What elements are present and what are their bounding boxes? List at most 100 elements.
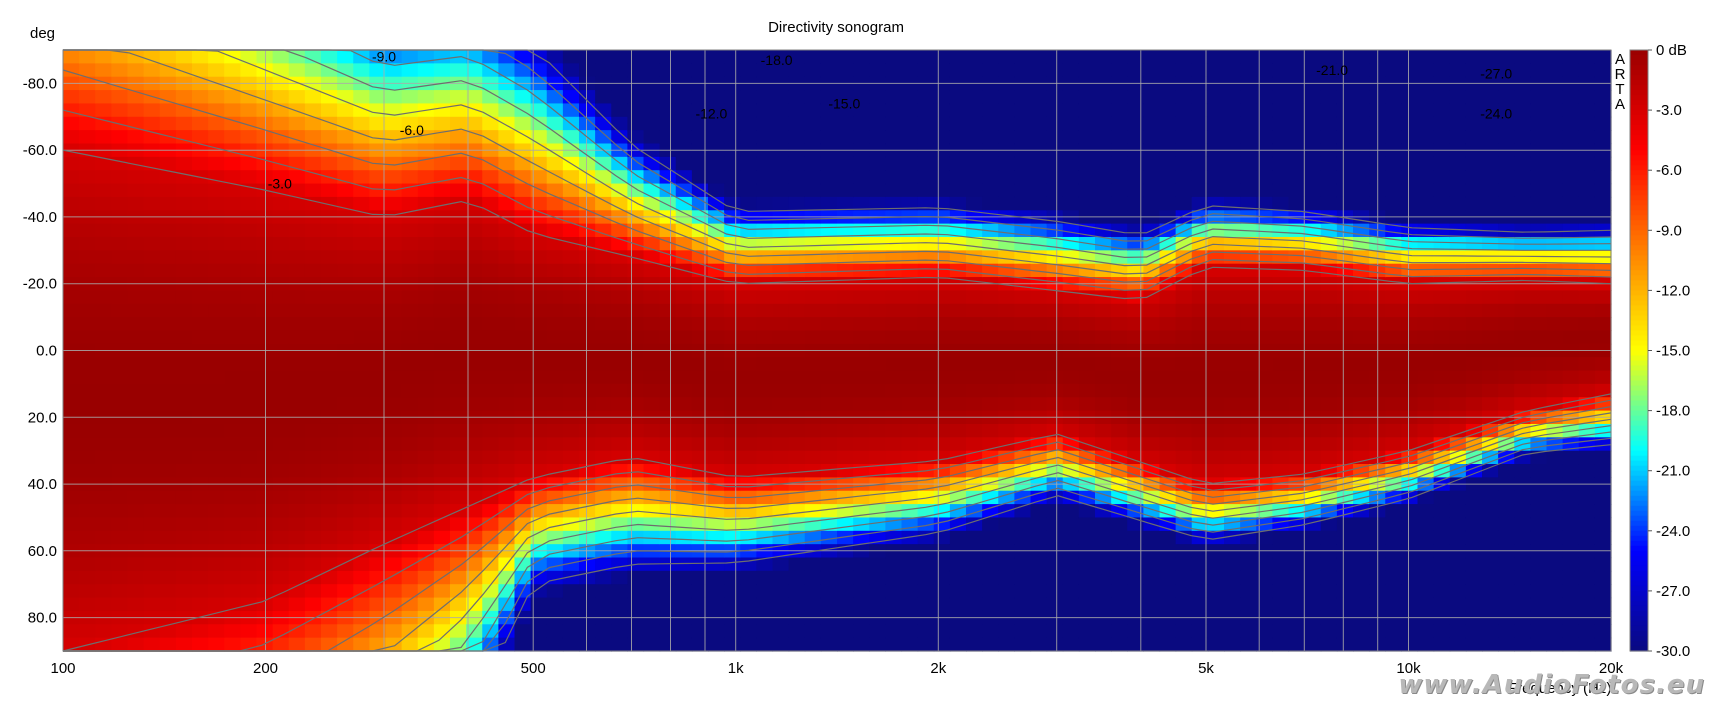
heatmap-cell — [466, 90, 483, 105]
heatmap-cell — [514, 90, 532, 105]
heatmap-cell — [256, 437, 274, 452]
heatmap-cell — [240, 437, 258, 452]
heatmap-cell — [1111, 637, 1128, 652]
heatmap-cell — [1417, 423, 1435, 438]
heatmap-cell — [272, 116, 290, 131]
heatmap-cell — [192, 223, 209, 238]
heatmap-cell — [1562, 530, 1580, 545]
colorbar-segment — [1630, 360, 1648, 367]
heatmap-cell — [127, 584, 145, 599]
colorbar-segment — [1630, 350, 1648, 357]
heatmap-cell — [869, 423, 886, 438]
heatmap-cell — [1030, 90, 1048, 105]
heatmap-cell — [417, 597, 435, 612]
heatmap-cell — [788, 116, 806, 131]
heatmap-cell — [208, 597, 225, 612]
heatmap-cell — [1562, 370, 1580, 385]
heatmap-cell — [1449, 357, 1467, 372]
heatmap-cell — [885, 317, 903, 332]
heatmap-cell — [1207, 397, 1225, 412]
heatmap-cell — [788, 423, 806, 438]
heatmap-cell — [159, 584, 177, 599]
colorbar-segment — [1630, 615, 1648, 622]
colorbar-segment — [1630, 415, 1648, 422]
heatmap-cell — [1320, 170, 1338, 185]
heatmap-cell — [127, 397, 145, 412]
heatmap-cell — [1578, 183, 1596, 198]
heatmap-cell — [611, 330, 628, 345]
heatmap-cell — [385, 357, 403, 372]
contour-line — [63, 49, 1612, 275]
heatmap-cell — [272, 397, 290, 412]
heatmap-cell — [1449, 397, 1467, 412]
heatmap-cell — [756, 597, 774, 612]
heatmap-cell — [1562, 464, 1580, 478]
heatmap-cell — [530, 236, 548, 251]
heatmap-cell — [820, 357, 838, 372]
heatmap-cell — [482, 584, 499, 599]
colorbar-segment — [1630, 195, 1648, 201]
heatmap-cell — [514, 263, 532, 278]
heatmap-cell — [288, 303, 306, 318]
heatmap-cell — [562, 637, 580, 652]
heatmap-cell — [643, 437, 661, 452]
heatmap-cell — [1078, 130, 1096, 145]
heatmap-cell — [1078, 597, 1096, 612]
heatmap-cell — [933, 263, 951, 278]
heatmap-cell — [304, 530, 322, 545]
heatmap-cell — [659, 303, 677, 318]
heatmap-cell — [1498, 263, 1515, 278]
heatmap-cell — [1078, 490, 1096, 505]
heatmap-cell — [1530, 370, 1548, 385]
heatmap-cell — [143, 63, 161, 78]
heatmap-cell — [869, 624, 886, 639]
heatmap-cell — [450, 584, 467, 599]
heatmap-cell — [208, 557, 225, 572]
heatmap-cell — [998, 90, 1015, 105]
heatmap-cell — [659, 637, 677, 652]
heatmap-cell — [1433, 156, 1451, 171]
heatmap-cell — [192, 263, 209, 278]
heatmap-cell — [1562, 584, 1580, 599]
heatmap-cell — [546, 464, 564, 478]
heatmap-cell — [595, 63, 612, 78]
heatmap-cell — [482, 290, 499, 305]
heatmap-cell — [901, 170, 919, 185]
heatmap-cell — [1530, 383, 1548, 398]
heatmap-cell — [837, 530, 854, 545]
heatmap-cell — [611, 383, 628, 398]
heatmap-cell — [885, 330, 903, 345]
heatmap-cell — [1336, 624, 1354, 639]
heatmap-cell — [111, 450, 129, 465]
heatmap-cell — [466, 584, 483, 599]
heatmap-cell — [288, 250, 306, 265]
heatmap-cell — [901, 370, 919, 385]
heatmap-cell — [579, 116, 596, 131]
heatmap-cell — [353, 423, 370, 438]
heatmap-cell — [1272, 156, 1290, 171]
heatmap-cell — [433, 290, 451, 305]
heatmap-cell — [1385, 570, 1402, 585]
heatmap-cell — [546, 490, 564, 505]
heatmap-cell — [1095, 637, 1112, 652]
heatmap-cell — [901, 450, 919, 465]
heatmap-cell — [1224, 530, 1241, 545]
heatmap-cell — [885, 637, 903, 652]
heatmap-cell — [1304, 330, 1322, 345]
heatmap-cell — [1498, 183, 1515, 198]
heatmap-cell — [369, 437, 387, 452]
heatmap-cell — [627, 383, 645, 398]
heatmap-cell — [1240, 370, 1257, 385]
heatmap-cell — [466, 357, 483, 372]
heatmap-cell — [1095, 597, 1112, 612]
heatmap-cell — [1594, 464, 1612, 478]
heatmap-cell — [869, 357, 886, 372]
heatmap-cell — [337, 50, 354, 64]
colorbar-tick-label: -21.0 — [1656, 463, 1690, 480]
heatmap-cell — [1594, 50, 1612, 64]
colorbar-tick-label: -15.0 — [1656, 343, 1690, 360]
heatmap-cell — [1465, 330, 1483, 345]
heatmap-cell — [917, 317, 935, 332]
heatmap-cell — [1127, 383, 1144, 398]
heatmap-cell — [369, 357, 387, 372]
